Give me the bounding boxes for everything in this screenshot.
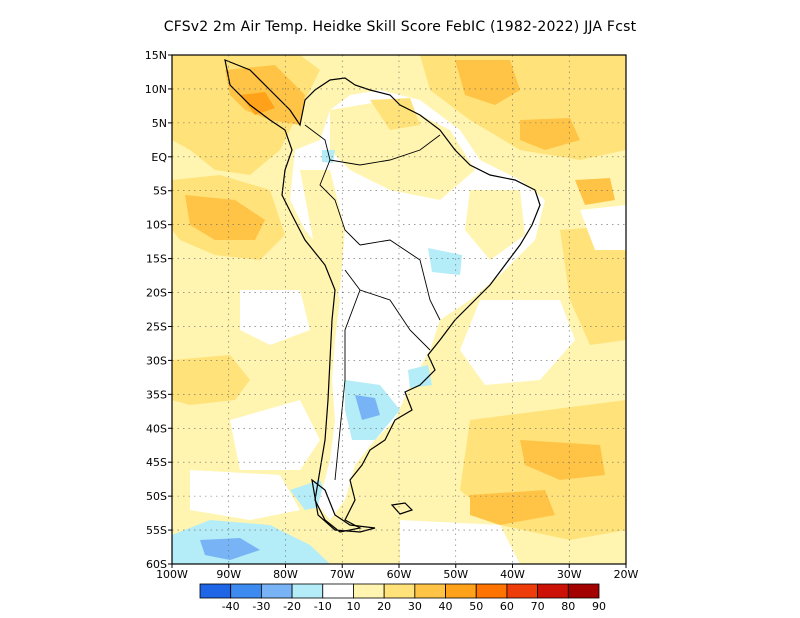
lon-label: 30W	[557, 568, 582, 581]
colorbar-label: 20	[377, 600, 391, 613]
land-blue-uruguay	[408, 365, 432, 388]
colorbar-swatch	[322, 583, 354, 599]
hotspot-pacific-5s	[185, 195, 265, 240]
falklands	[390, 502, 414, 515]
colorbar-label: 40	[439, 600, 453, 613]
lat-label: 25S	[146, 320, 167, 333]
colorbar-label: 50	[469, 600, 483, 613]
colorbar-label: 60	[500, 600, 514, 613]
colorbar-swatch	[475, 583, 508, 599]
lon-label: 80W	[273, 568, 298, 581]
lat-label: 50S	[146, 490, 167, 503]
white-atlantic-10s	[580, 205, 626, 250]
country-borders	[304, 124, 441, 481]
colorbar-swatch	[445, 583, 477, 599]
lat-label: 15S	[146, 253, 167, 266]
lon-label: 40W	[500, 568, 525, 581]
lon-label: 90W	[216, 568, 241, 581]
land-yellow-andes	[300, 170, 345, 300]
lon-label: 100W	[156, 568, 188, 581]
colorbar-swatch	[353, 583, 385, 599]
land-orange-guianas	[370, 98, 420, 130]
land-yellow-brazil-east	[465, 190, 525, 260]
lat-label: 20S	[146, 287, 167, 300]
white-atlantic-55s	[400, 520, 520, 564]
colorbar-swatch	[199, 583, 232, 599]
white-pacific-40s	[230, 400, 320, 470]
lon-label: 20W	[614, 568, 639, 581]
hotspot-atlantic-10s	[575, 178, 615, 205]
hotspot-atlantic-eq	[520, 118, 580, 150]
lon-label: 70W	[330, 568, 355, 581]
colorbar-label: 80	[561, 600, 575, 613]
hotspot-caribbean	[455, 60, 520, 105]
shade-atlantic-east	[560, 225, 626, 345]
lat-label: 30S	[146, 354, 167, 367]
colorbar-swatch	[567, 583, 600, 599]
grid-lines	[172, 55, 626, 564]
colorbar-label: 10	[346, 600, 360, 613]
latitude-labels: 15N 10N 5N EQ 5S 10S 15S 20S 25S 30S 35S 40S 45S 50S 5…	[145, 49, 172, 571]
colorbar-label: -20	[283, 600, 301, 613]
longitude-labels: 100W 90W 80W 70W 60W 50W 40W 30W 20W	[156, 564, 639, 581]
colorbar-swatch	[537, 583, 569, 599]
lat-label: EQ	[151, 151, 167, 164]
colorbar-swatch	[230, 583, 262, 599]
colorbar-swatch	[291, 583, 324, 599]
lat-label: 45S	[146, 456, 167, 469]
colorbar-label: 70	[531, 600, 545, 613]
lat-label: 60S	[146, 558, 167, 571]
land-yellow-amazon	[330, 100, 475, 200]
lat-label: 10N	[145, 83, 167, 96]
coastline-layer	[224, 59, 541, 533]
white-atlantic-20s	[460, 300, 575, 385]
lon-label: 50W	[443, 568, 468, 581]
tierra-del-fuego	[311, 478, 376, 533]
land-blue-patagonia-dark	[355, 395, 380, 420]
lat-label: 5S	[153, 185, 167, 198]
land-blue-brazil	[428, 248, 462, 275]
blue-southern-pacific-dark	[200, 538, 260, 560]
hotspot-pacific-10n	[240, 92, 275, 115]
colorbar-label: 90	[592, 600, 606, 613]
lat-label: 55S	[146, 524, 167, 537]
white-pacific-50s	[190, 470, 300, 520]
lat-label: 40S	[146, 422, 167, 435]
colorbar-swatch	[414, 583, 446, 599]
colorbar-swatch	[383, 583, 416, 599]
south-america-coastline	[224, 59, 541, 533]
colorbar: -40 -30 -20 -10 10 20 30 40 50 60 70 80 90	[199, 583, 606, 613]
colorbar-label: -40	[222, 600, 240, 613]
map-title: CFSv2 2m Air Temp. Heidke Skill Score Fe…	[163, 19, 637, 35]
lon-label: 60W	[387, 568, 412, 581]
colorbar-swatch	[506, 583, 539, 599]
lat-label: 5N	[152, 117, 167, 130]
lat-label: 35S	[146, 388, 167, 401]
colorbar-label: 30	[408, 600, 422, 613]
colorbar-label: -10	[314, 600, 332, 613]
colorbar-label: -30	[252, 600, 270, 613]
land-shading	[290, 90, 545, 520]
colorbar-swatch	[260, 583, 293, 599]
white-pacific-25s	[240, 290, 310, 345]
shade-pacific-south	[172, 355, 250, 405]
lat-label: 15N	[145, 49, 167, 62]
hotspot-atlantic-45s	[520, 440, 605, 480]
land-blue-colombia	[322, 150, 335, 163]
lat-label: 10S	[146, 219, 167, 232]
